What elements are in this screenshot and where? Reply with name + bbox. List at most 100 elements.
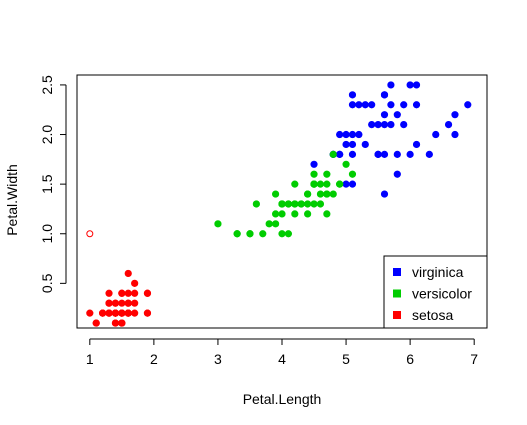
- data-point-virginica: [348, 130, 357, 139]
- data-point-virginica: [374, 150, 382, 158]
- data-point-versicolor: [284, 230, 293, 238]
- data-point-setosa: [143, 289, 152, 297]
- legend-swatch-versicolor: [393, 289, 401, 298]
- data-point-virginica: [355, 101, 363, 109]
- data-point-virginica: [451, 111, 459, 119]
- data-point-virginica: [355, 130, 363, 139]
- data-point-virginica: [400, 121, 408, 129]
- data-point-versicolor: [316, 190, 325, 198]
- data-point-versicolor: [259, 230, 267, 238]
- data-point-virginica: [464, 101, 472, 109]
- data-point-virginica: [425, 150, 433, 158]
- y-tick-label: 2.0: [39, 125, 55, 145]
- legend-box: [383, 255, 488, 329]
- x-tick-label: 2: [150, 351, 158, 367]
- data-point-setosa: [131, 309, 139, 317]
- x-tick-label: 4: [278, 351, 286, 367]
- data-point-versicolor: [304, 200, 312, 208]
- data-point-versicolor: [323, 190, 331, 198]
- data-point-setosa: [124, 299, 132, 307]
- data-point-virginica: [406, 150, 414, 158]
- data-point-versicolor: [297, 200, 305, 208]
- x-axis: 1 2 3 4 5 6 7: [86, 338, 478, 367]
- data-point-versicolor: [284, 200, 293, 208]
- data-point-setosa: [105, 289, 113, 297]
- data-point-setosa: [105, 309, 113, 317]
- data-point-versicolor: [265, 220, 273, 228]
- data-point-virginica: [310, 160, 318, 168]
- data-point-versicolor: [304, 190, 312, 198]
- x-tick-label: 6: [406, 351, 414, 367]
- data-point-versicolor: [291, 180, 299, 188]
- data-point-setosa: [111, 309, 120, 317]
- data-point-versicolor: [278, 210, 286, 218]
- legend: virginica versicolor setosa: [383, 255, 488, 329]
- data-point-virginica: [380, 121, 389, 129]
- legend-label-versicolor: versicolor: [412, 286, 472, 302]
- data-point-virginica: [348, 180, 357, 188]
- data-point-virginica: [387, 121, 395, 129]
- data-point-virginica: [432, 130, 440, 139]
- data-point-virginica: [412, 140, 421, 149]
- data-point-setosa: [143, 309, 152, 317]
- legend-label-setosa: setosa: [412, 307, 453, 323]
- x-tick-label: 5: [342, 351, 350, 367]
- data-point-virginica: [451, 130, 459, 139]
- data-point-versicolor: [316, 180, 325, 188]
- data-point-virginica: [374, 121, 382, 129]
- data-point-virginica: [342, 180, 350, 188]
- data-point-versicolor: [271, 190, 280, 198]
- data-point-virginica: [361, 101, 369, 109]
- x-axis-label: Petal.Length: [243, 391, 322, 407]
- data-points: [86, 81, 472, 327]
- data-point-versicolor: [271, 220, 280, 228]
- data-point-setosa: [105, 299, 113, 307]
- data-point-setosa: [131, 289, 139, 297]
- data-point-virginica: [348, 91, 357, 99]
- data-point-setosa: [118, 319, 126, 327]
- data-point-versicolor: [304, 210, 312, 218]
- data-point-virginica: [400, 101, 408, 109]
- data-point-virginica: [336, 130, 344, 139]
- legend-swatch-setosa: [393, 311, 401, 319]
- data-point-virginica: [361, 140, 369, 149]
- data-point-setosa: [111, 319, 120, 327]
- data-point-versicolor: [278, 230, 286, 238]
- data-point-virginica: [368, 101, 376, 109]
- data-point-virginica: [380, 150, 389, 158]
- data-point-virginica: [387, 81, 395, 89]
- data-point-versicolor: [316, 200, 325, 208]
- data-point-setosa: [118, 309, 126, 317]
- data-point-virginica: [368, 121, 376, 129]
- data-point-virginica: [336, 150, 344, 158]
- data-point-setosa: [86, 309, 94, 317]
- data-point-versicolor: [342, 160, 350, 168]
- data-point-virginica: [348, 150, 357, 158]
- data-point-versicolor: [214, 220, 222, 228]
- data-point-virginica: [348, 140, 357, 149]
- data-point-setosa: [118, 299, 126, 307]
- y-tick-label: 1.0: [39, 224, 55, 244]
- data-point-virginica: [412, 81, 421, 89]
- data-point-virginica: [393, 150, 401, 158]
- y-tick-label: 0.5: [39, 273, 55, 293]
- legend-label-virginica: virginica: [412, 264, 464, 280]
- data-point-virginica: [444, 121, 453, 129]
- data-point-virginica: [380, 91, 389, 99]
- data-point-versicolor: [310, 200, 318, 208]
- plot-frame: [76, 74, 488, 329]
- data-point-virginica: [412, 101, 421, 109]
- legend-swatch-virginica: [393, 268, 401, 276]
- data-point-versicolor: [323, 180, 331, 188]
- data-point-setosa: [92, 319, 100, 327]
- data-point-versicolor: [246, 230, 254, 238]
- data-point-virginica: [387, 101, 395, 109]
- outlier-point: [86, 230, 94, 238]
- data-point-setosa: [131, 279, 139, 287]
- data-point-setosa: [124, 269, 132, 278]
- y-axis-label: Petal.Width: [4, 164, 20, 236]
- data-point-versicolor: [310, 180, 318, 188]
- data-point-versicolor: [329, 190, 337, 198]
- data-point-virginica: [342, 130, 350, 139]
